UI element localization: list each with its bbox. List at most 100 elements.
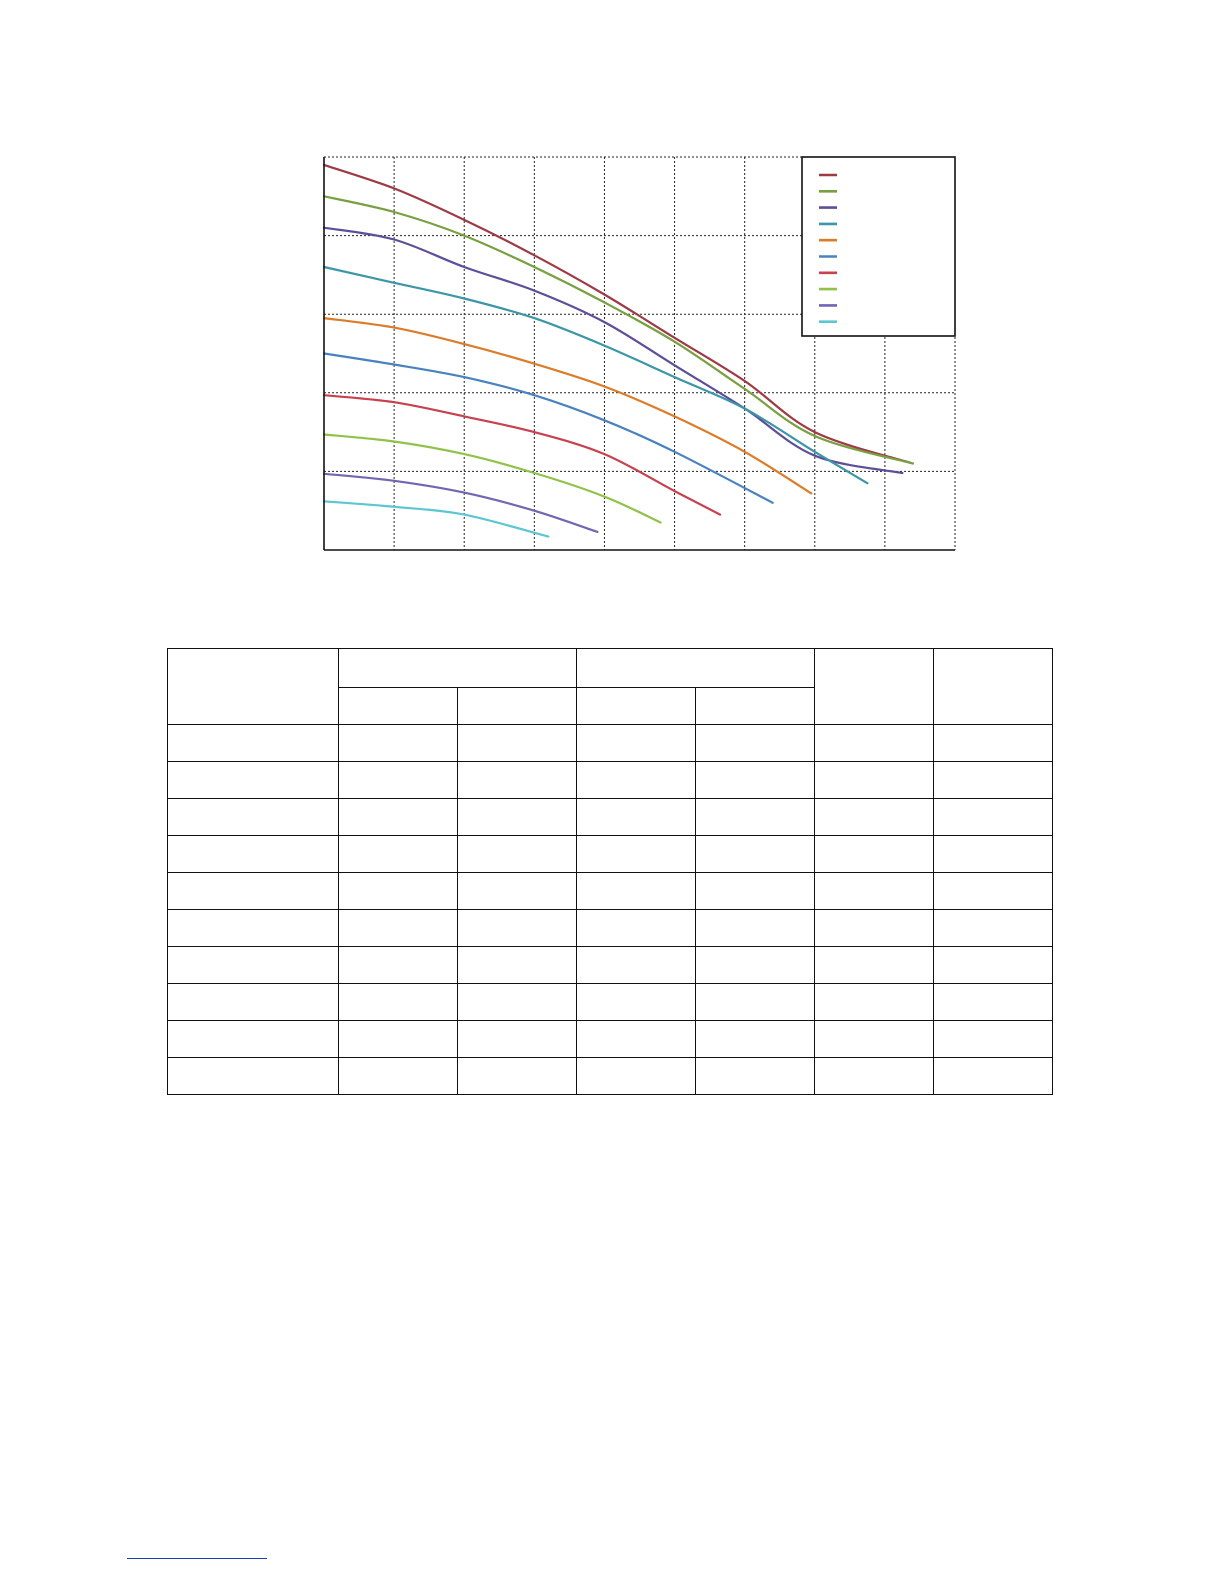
table-cell — [695, 946, 815, 984]
table-cell — [576, 946, 696, 984]
table-row — [167, 798, 1053, 836]
table-cell — [814, 1020, 934, 1058]
legend-frame — [801, 156, 956, 337]
table-header-cell — [933, 648, 1053, 725]
table-cell — [457, 1020, 577, 1058]
table-cell — [933, 872, 1053, 910]
table-cell — [338, 946, 458, 984]
spec-table — [167, 648, 1053, 1095]
table-cell — [576, 872, 696, 910]
table-cell — [576, 798, 696, 836]
table-cell — [933, 1020, 1053, 1058]
series-line-6 — [322, 352, 774, 504]
table-cell — [338, 798, 458, 836]
table-cell — [933, 835, 1053, 873]
table-cell — [576, 983, 696, 1021]
table-cell — [695, 1020, 815, 1058]
table-cell — [695, 798, 815, 836]
table-cell — [695, 835, 815, 873]
table-header-cell — [338, 687, 458, 725]
table-cell — [814, 835, 934, 873]
table-cell — [338, 1057, 458, 1095]
table-cell — [814, 798, 934, 836]
table-header — [167, 648, 1053, 725]
table-header-cell — [695, 687, 815, 725]
table-row — [167, 872, 1053, 910]
table-cell — [695, 724, 815, 762]
series-line-2 — [322, 195, 914, 465]
table-cell — [457, 761, 577, 799]
table-cell — [457, 909, 577, 947]
table-cell — [338, 835, 458, 873]
table-row — [167, 761, 1053, 799]
table-cell — [576, 724, 696, 762]
table-row — [167, 909, 1053, 947]
table-cell — [457, 724, 577, 762]
table-header-cell — [167, 648, 339, 725]
table-cell — [457, 946, 577, 984]
table-cell — [933, 946, 1053, 984]
table-cell — [576, 909, 696, 947]
table-cell — [695, 1057, 815, 1095]
table-cell — [814, 946, 934, 984]
table-header-cell — [457, 687, 577, 725]
table-row — [167, 946, 1053, 984]
series-line-5 — [322, 317, 813, 495]
table-cell — [167, 909, 339, 947]
table-cell — [814, 872, 934, 910]
table-row — [167, 983, 1053, 1021]
table-cell — [167, 835, 339, 873]
table-row — [167, 835, 1053, 873]
table-header-cell — [576, 687, 696, 725]
table-cell — [933, 909, 1053, 947]
table-cell — [338, 1020, 458, 1058]
table-cell — [167, 761, 339, 799]
table-cell — [933, 724, 1053, 762]
table-cell — [167, 946, 339, 984]
table-cell — [814, 1057, 934, 1095]
series-line-8 — [322, 433, 662, 524]
table-cell — [576, 761, 696, 799]
footnote-separator — [127, 1558, 267, 1559]
series-line-9 — [322, 472, 599, 533]
table-cell — [338, 724, 458, 762]
table-cell — [338, 983, 458, 1021]
table-cell — [167, 872, 339, 910]
table-row — [167, 724, 1053, 762]
table-header-cell — [814, 648, 934, 725]
table-cell — [457, 983, 577, 1021]
table-cell — [814, 909, 934, 947]
table-row — [167, 1057, 1053, 1095]
table-row — [167, 1020, 1053, 1058]
table-cell — [457, 872, 577, 910]
table-cell — [933, 1057, 1053, 1095]
table-body — [167, 724, 1053, 1095]
table-cell — [338, 909, 458, 947]
table-header-cell — [576, 648, 815, 688]
chart-axes — [323, 157, 955, 551]
table-cell — [695, 872, 815, 910]
table-cell — [457, 835, 577, 873]
table-cell — [167, 1057, 339, 1095]
table-cell — [695, 983, 815, 1021]
table-cell — [576, 1057, 696, 1095]
table-cell — [695, 761, 815, 799]
table-cell — [457, 798, 577, 836]
table-header-row — [167, 648, 1053, 725]
table-cell — [167, 798, 339, 836]
chart-legend — [801, 156, 956, 337]
chart-series-group — [322, 163, 914, 538]
series-line-7 — [322, 394, 722, 516]
table-cell — [814, 724, 934, 762]
table-cell — [933, 983, 1053, 1021]
table-cell — [338, 872, 458, 910]
table-header-cell — [338, 648, 577, 688]
table-cell — [167, 983, 339, 1021]
table-cell — [576, 1020, 696, 1058]
series-line-4 — [322, 265, 869, 485]
table-cell — [814, 983, 934, 1021]
series-line-3 — [322, 226, 904, 475]
table-cell — [814, 761, 934, 799]
series-line-1 — [322, 163, 914, 465]
performance-chart — [322, 156, 956, 551]
